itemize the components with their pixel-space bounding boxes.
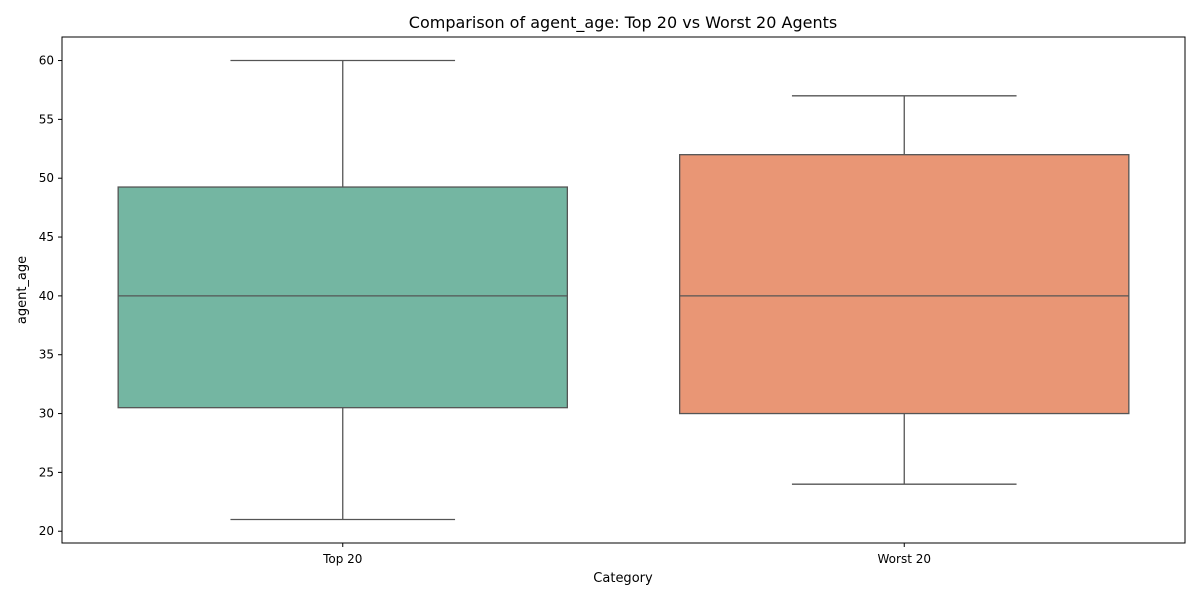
- x-tick-label: Worst 20: [878, 552, 931, 566]
- box-top-20: [117, 186, 569, 409]
- y-tick-label: 25: [39, 465, 54, 479]
- box-worst-20: [679, 154, 1130, 415]
- y-tick-label: 55: [39, 112, 54, 126]
- chart-title: Comparison of agent_age: Top 20 vs Worst…: [409, 13, 837, 33]
- plot-frame: [61, 36, 1186, 544]
- plot-area: 20 25 30 35 40 45 50 55 60 Top 20 Worst 20: [39, 36, 1186, 566]
- y-tick-label: 50: [39, 171, 54, 185]
- y-tick-label: 40: [39, 289, 54, 303]
- y-tick-label: 45: [39, 230, 54, 244]
- y-axis-label: agent_age: [15, 256, 30, 324]
- y-tick-label: 20: [39, 524, 54, 538]
- y-tick-label: 60: [39, 54, 54, 68]
- x-tick-label: Top 20: [322, 552, 362, 566]
- y-tick-label: 30: [39, 407, 54, 421]
- y-tick-label: 35: [39, 348, 54, 362]
- x-axis-label: Category: [593, 571, 653, 586]
